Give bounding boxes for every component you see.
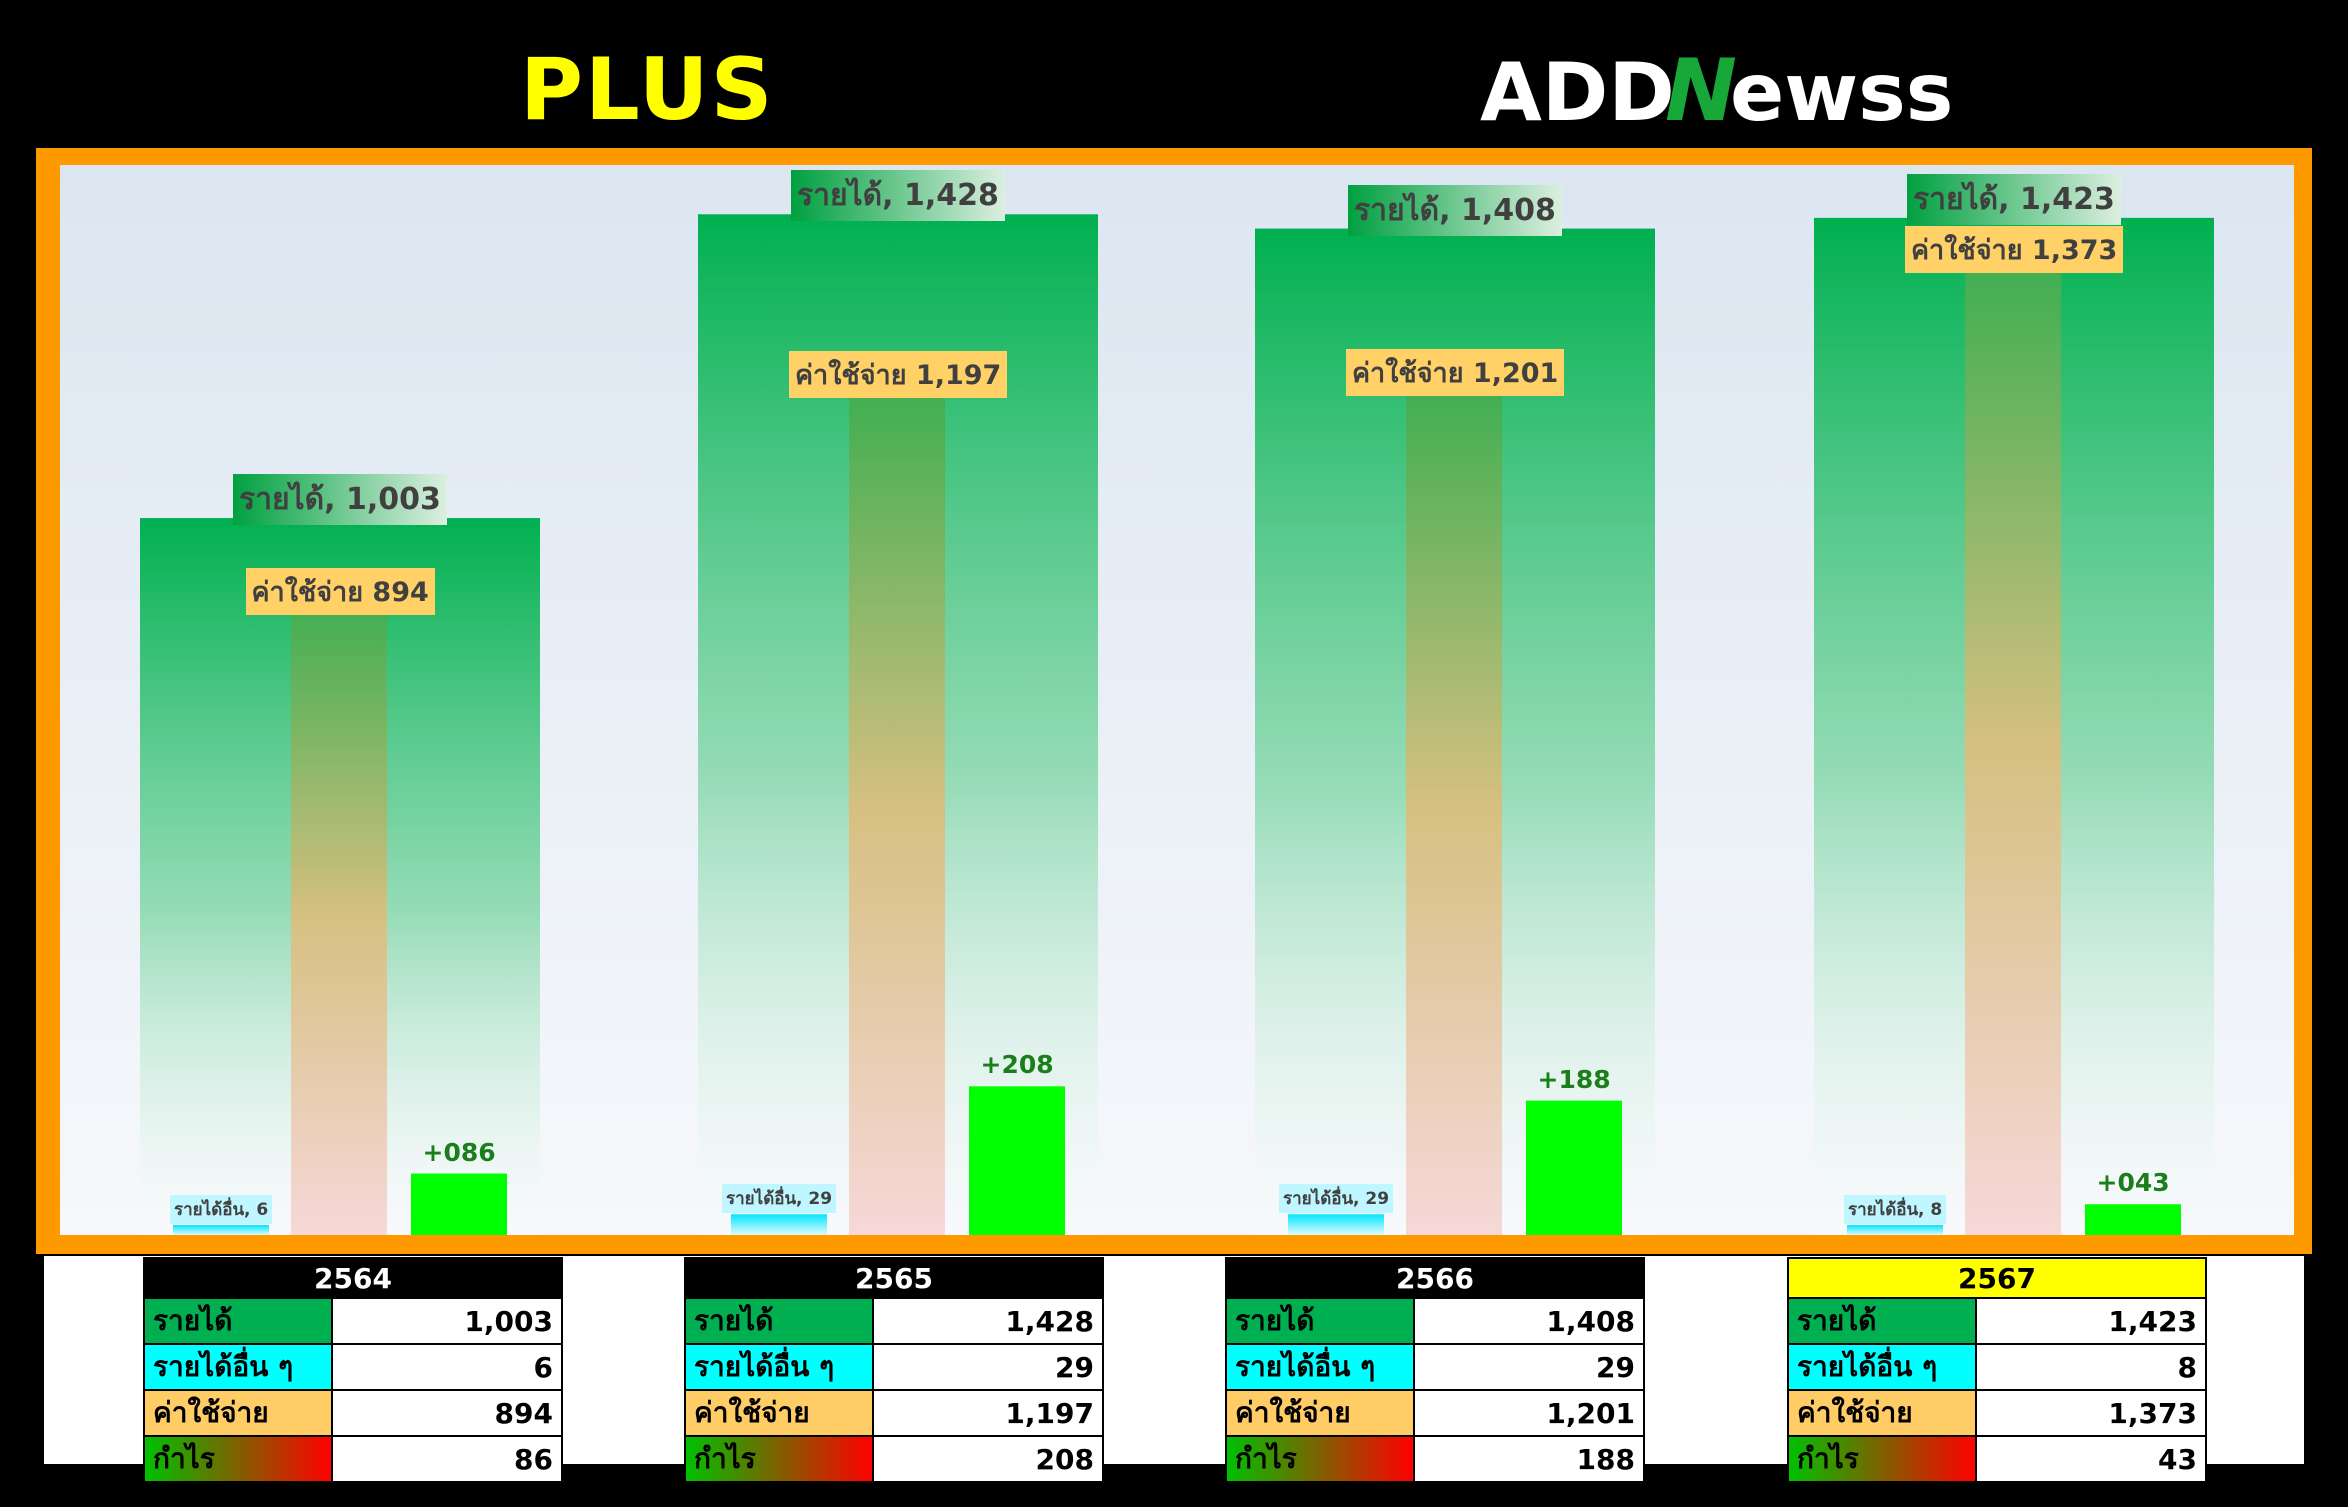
label-revenue-2566: รายได้, 1,408 [1348,184,1562,236]
label-other-income-2565: รายได้อื่น, 29 [722,1184,837,1214]
row-label-profit: กำไร [684,1435,874,1483]
row-value-profit: 86 [331,1435,563,1483]
table-row: ค่าใช้จ่าย 1,197 [684,1389,1104,1437]
logo-text-add: ADD [1480,46,1675,138]
row-value-profit: 208 [872,1435,1104,1483]
bar-other-income-2565 [731,1214,827,1235]
row-value-revenue: 1,003 [331,1297,563,1345]
bar-other-income-2564 [173,1225,269,1235]
table-year-header: 2565 [684,1257,1104,1299]
row-value-profit: 43 [1975,1435,2207,1483]
row-label-profit: กำไร [143,1435,333,1483]
label-revenue-2567: รายได้, 1,423 [1907,173,2121,225]
table-row: รายได้อื่น ๆ 29 [1225,1343,1645,1391]
label-profit-2565: +208 [980,1050,1054,1080]
row-label-expense: ค่าใช้จ่าย [143,1389,333,1437]
label-profit-2564: +086 [422,1137,496,1167]
logo-text-ewss: ewss [1730,46,1953,138]
label-revenue-2565: รายได้, 1,428 [791,170,1005,222]
row-label-expense: ค่าใช้จ่าย [1787,1389,1977,1437]
table-row: รายได้ 1,428 [684,1297,1104,1345]
bar-expense-2567 [1965,253,2061,1235]
summary-table-2565: 2565 รายได้ 1,428 รายได้อื่น ๆ 29 ค่าใช้จ่… [684,1257,1104,1483]
bar-expense-2564 [291,595,387,1235]
row-label-revenue: รายได้ [1225,1297,1415,1345]
table-row: รายได้อื่น ๆ 29 [684,1343,1104,1391]
row-label-other-income: รายได้อื่น ๆ [143,1343,333,1391]
row-label-revenue: รายได้ [684,1297,874,1345]
table-row: ค่าใช้จ่าย 894 [143,1389,563,1437]
table-year-header: 2564 [143,1257,563,1299]
row-value-expense: 1,201 [1413,1389,1645,1437]
row-label-revenue: รายได้ [1787,1297,1977,1345]
bar-chart [140,214,2214,1236]
bar-other-income-2567 [1847,1225,1943,1235]
row-value-revenue: 1,408 [1413,1297,1645,1345]
label-expense-2567: ค่าใช้จ่าย 1,373 [1905,225,2124,273]
table-row: ค่าใช้จ่าย 1,373 [1787,1389,2207,1437]
row-value-revenue: 1,423 [1975,1297,2207,1345]
label-profit-2567: +043 [2096,1168,2170,1198]
table-row: กำไร 43 [1787,1435,2207,1483]
bar-profit-2565 [969,1086,1065,1235]
row-label-expense: ค่าใช้จ่าย [1225,1389,1415,1437]
table-row: รายได้ 1,003 [143,1297,563,1345]
row-value-expense: 1,197 [872,1389,1104,1437]
logo-text-n: N [1665,41,1737,138]
row-value-expense: 894 [331,1389,563,1437]
label-expense-2566: ค่าใช้จ่าย 1,201 [1346,348,1565,396]
row-value-expense: 1,373 [1975,1389,2207,1437]
row-label-other-income: รายได้อื่น ๆ [684,1343,874,1391]
bar-expense-2566 [1406,376,1502,1235]
table-row: กำไร 208 [684,1435,1104,1483]
row-label-other-income: รายได้อื่น ๆ [1787,1343,1977,1391]
summary-table-2566: 2566 รายได้ 1,408 รายได้อื่น ๆ 29 ค่าใช้จ่… [1225,1257,1645,1483]
bar-profit-2564 [411,1173,507,1235]
row-value-revenue: 1,428 [872,1297,1104,1345]
label-revenue-2564: รายได้, 1,003 [233,474,447,526]
table-row: ค่าใช้จ่าย 1,201 [1225,1389,1645,1437]
table-row: รายได้ 1,408 [1225,1297,1645,1345]
bar-profit-2566 [1526,1100,1622,1235]
row-value-other-income: 29 [872,1343,1104,1391]
label-expense-2565: ค่าใช้จ่าย 1,197 [789,351,1008,399]
bar-expense-2565 [849,379,945,1235]
label-other-income-2567: รายได้อื่น, 8 [1844,1195,1947,1224]
chart-plot-area: รายได้, 1,003 ค่าใช้จ่าย 894 รายได้อื่น, 6… [60,165,2294,1236]
table-row: กำไร 188 [1225,1435,1645,1483]
table-row: รายได้ 1,423 [1787,1297,2207,1345]
addnewss-logo: ADD N ewss [1480,41,1953,138]
row-label-revenue: รายได้ [143,1297,333,1345]
row-value-other-income: 29 [1413,1343,1645,1391]
row-value-other-income: 8 [1975,1343,2207,1391]
row-value-other-income: 6 [331,1343,563,1391]
label-profit-2566: +188 [1537,1064,1611,1094]
row-label-expense: ค่าใช้จ่าย [684,1389,874,1437]
table-year-header: 2566 [1225,1257,1645,1299]
bar-profit-2567 [2085,1204,2181,1235]
row-label-profit: กำไร [1787,1435,1977,1483]
table-row: กำไร 86 [143,1435,563,1483]
label-other-income-2566: รายได้อื่น, 29 [1279,1184,1394,1214]
label-other-income-2564: รายได้อื่น, 6 [170,1195,273,1224]
label-expense-2564: ค่าใช้จ่าย 894 [245,567,435,615]
brand-plus-logo: PLUS [520,40,775,140]
row-label-profit: กำไร [1225,1435,1415,1483]
bar-other-income-2566 [1288,1214,1384,1235]
row-label-other-income: รายได้อื่น ๆ [1225,1343,1415,1391]
row-value-profit: 188 [1413,1435,1645,1483]
table-year-header: 2567 [1787,1257,2207,1299]
